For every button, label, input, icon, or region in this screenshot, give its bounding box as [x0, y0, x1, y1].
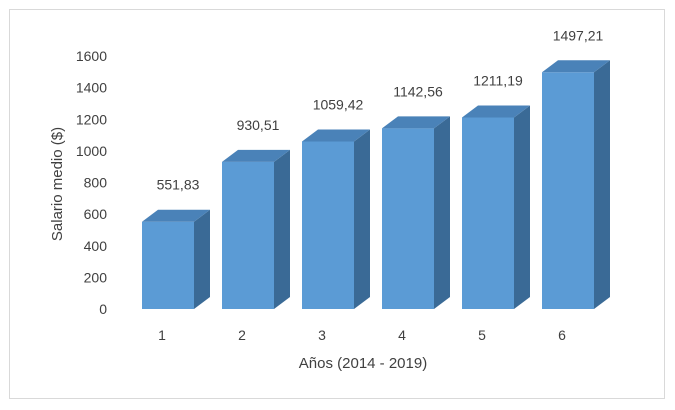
bar — [222, 149, 290, 309]
data-label: 1142,56 — [393, 83, 443, 99]
data-label: 1059,42 — [313, 96, 364, 112]
x-tick-label: 1 — [158, 327, 166, 343]
y-tick-label: 1600 — [76, 48, 107, 64]
y-tick-label: 1400 — [76, 80, 107, 96]
bar — [382, 116, 450, 309]
bar-top — [462, 105, 530, 118]
x-tick-label: 3 — [318, 327, 326, 343]
data-label: 551,83 — [157, 177, 200, 193]
data-labels: 551,83 930,51 1059,42 1142,56 1211,19 1497,21 — [157, 27, 604, 192]
bar-side — [514, 105, 530, 309]
bar-front — [542, 72, 594, 310]
bar-side — [274, 149, 290, 309]
bar-front — [142, 221, 194, 309]
y-axis-ticks: 0 200 400 600 800 1000 1200 1400 1600 — [76, 48, 107, 317]
bar-front — [302, 141, 354, 309]
data-label: 1497,21 — [553, 27, 604, 43]
bar-side — [434, 116, 450, 309]
y-tick-label: 800 — [84, 175, 108, 191]
x-tick-label: 6 — [558, 327, 566, 343]
bar-side — [194, 209, 210, 309]
data-label: 930,51 — [237, 117, 280, 133]
bar — [302, 129, 370, 309]
y-axis-title: Salario medio ($) — [49, 127, 66, 241]
bar-front — [382, 128, 434, 309]
data-label: 1211,19 — [473, 72, 523, 88]
x-tick-label: 4 — [398, 327, 406, 343]
bar-top — [542, 60, 610, 73]
y-tick-label: 600 — [84, 206, 108, 222]
bar — [542, 60, 610, 310]
bar-front — [222, 161, 274, 309]
y-tick-label: 1000 — [76, 143, 107, 159]
bar-side — [354, 129, 370, 309]
bar-top — [222, 149, 290, 162]
bar-front — [462, 117, 514, 309]
bar-top — [382, 116, 450, 129]
y-tick-label: 400 — [84, 238, 108, 254]
bars — [142, 60, 610, 310]
y-tick-label: 0 — [99, 301, 107, 317]
y-tick-label: 200 — [84, 269, 108, 285]
x-axis-title: Años (2014 - 2019) — [299, 355, 427, 372]
bar — [142, 209, 210, 309]
bar-side — [594, 60, 610, 310]
x-tick-label: 5 — [478, 327, 486, 343]
x-tick-label: 2 — [238, 327, 246, 343]
x-axis-ticks: 1 2 3 4 5 6 — [158, 327, 566, 343]
bar-top — [142, 209, 210, 222]
bar — [462, 105, 530, 309]
bar-top — [302, 129, 370, 142]
y-tick-label: 1200 — [76, 111, 107, 127]
